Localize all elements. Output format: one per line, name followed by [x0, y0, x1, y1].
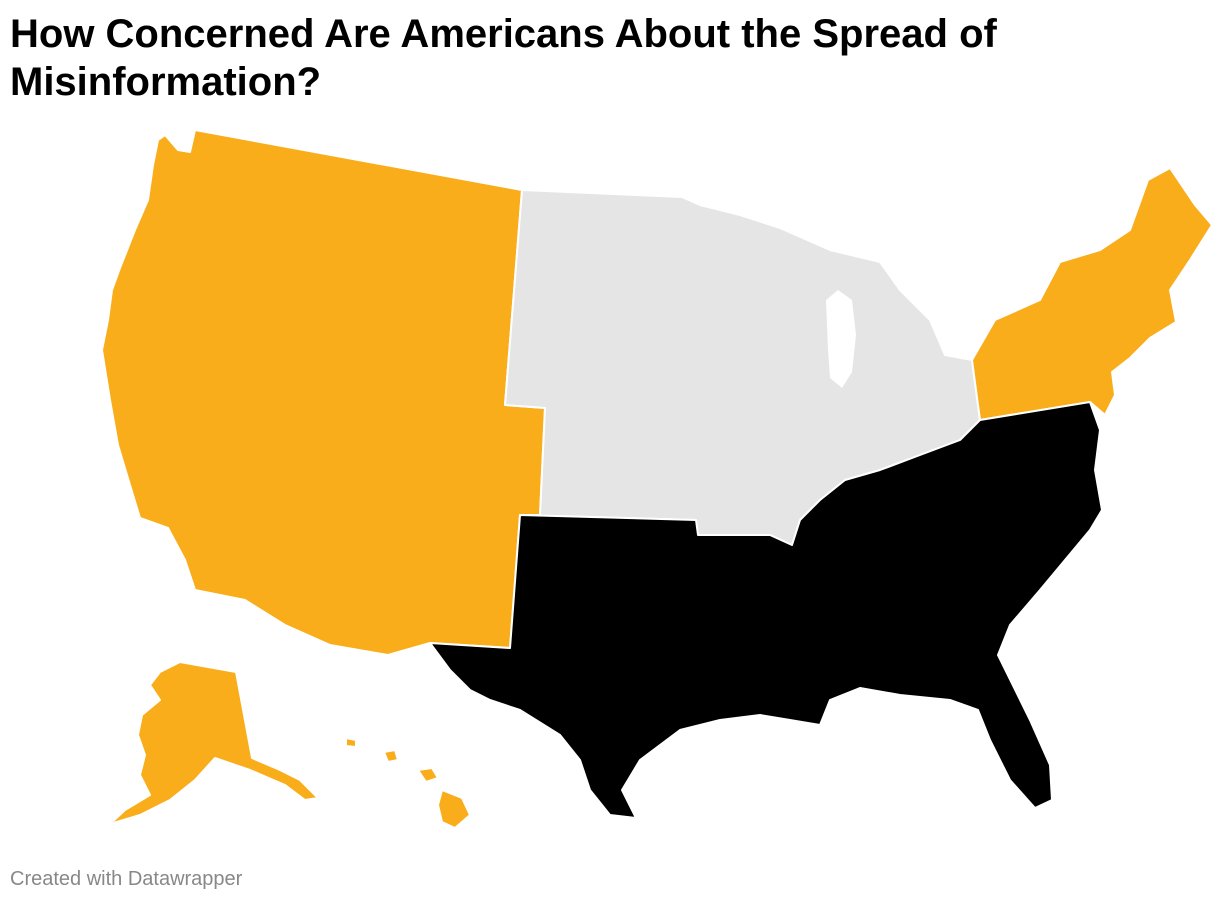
region-west-hawaii-oahu[interactable] [383, 749, 399, 763]
region-west-hawaii-kauai[interactable] [345, 737, 357, 748]
region-northeast[interactable] [971, 167, 1213, 421]
footer-credit: Created with Datawrapper [10, 868, 243, 890]
region-west[interactable] [101, 129, 546, 656]
chart-title: How Concerned Are Americans About the Sp… [10, 12, 997, 104]
region-west-hawaii-big[interactable] [437, 789, 471, 829]
region-west-alaska[interactable] [109, 661, 319, 825]
us-regions-map [0, 120, 1220, 840]
map-svg [101, 129, 1213, 829]
region-west-hawaii-maui[interactable] [417, 767, 439, 783]
lake-michigan [826, 290, 856, 388]
region-south[interactable] [429, 401, 1103, 819]
